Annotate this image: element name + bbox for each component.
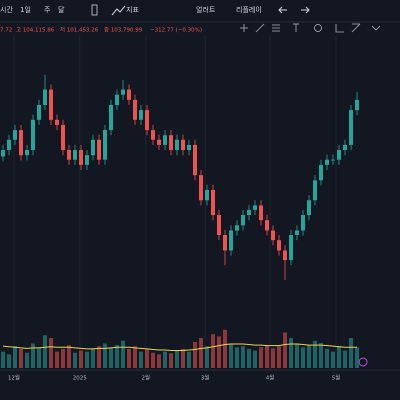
candle-body — [37, 105, 41, 120]
candle-body — [175, 139, 179, 151]
toolbar-item[interactable]: 얼러트 — [196, 5, 216, 14]
undo-icon[interactable] — [278, 6, 287, 14]
candle-body — [61, 124, 65, 151]
x-tick-label: 12월 — [8, 374, 20, 382]
candle-body — [127, 89, 131, 100]
candle-body — [235, 225, 239, 231]
candle-body — [157, 139, 161, 145]
candle-body — [307, 200, 311, 216]
candle-body — [187, 144, 191, 151]
drawing-tools — [240, 23, 381, 33]
candle-body — [49, 89, 53, 120]
candle-body — [241, 215, 245, 226]
indicator-icon[interactable] — [111, 5, 126, 16]
candle-body — [271, 230, 275, 241]
candle-body — [229, 230, 233, 251]
candle-body — [295, 230, 299, 235]
candle-body — [67, 150, 71, 160]
candle-body — [55, 119, 59, 125]
legend-change: −312.77 (−0.30%) — [150, 28, 202, 34]
legend-close: 종 103,790.99 — [104, 27, 143, 34]
candle-body — [283, 250, 287, 261]
toolbar-item[interactable]: 1일 — [20, 5, 31, 14]
candle-body — [163, 135, 167, 145]
candle-body — [259, 205, 263, 221]
candle-body — [19, 130, 23, 156]
pattern-tool[interactable] — [351, 23, 361, 33]
candle-body — [139, 110, 143, 120]
candle-body — [247, 209, 251, 216]
x-tick-label: 4월 — [266, 374, 275, 382]
shape-tool[interactable] — [314, 24, 322, 32]
candle-body — [349, 110, 353, 145]
legend-low: 저 101,453.26 — [60, 26, 99, 34]
more-tool[interactable] — [371, 25, 381, 31]
candle-body — [79, 150, 83, 165]
candle-body — [43, 89, 47, 105]
candle-body — [115, 94, 119, 105]
candle-body — [73, 150, 77, 160]
candle-body — [133, 99, 137, 120]
candle-icon[interactable] — [91, 4, 98, 16]
legend-open: 7.72 — [0, 28, 12, 34]
candle-body — [337, 150, 341, 160]
measure-tool[interactable] — [335, 24, 344, 33]
toolbar-item[interactable]: 리플레이 — [236, 5, 262, 14]
candle-body — [181, 139, 185, 151]
candle-body — [223, 235, 227, 251]
candle-body — [205, 189, 209, 201]
text-tool[interactable] — [293, 23, 299, 32]
candle-body — [7, 139, 11, 151]
candle-body — [301, 215, 305, 231]
trendline-tool[interactable] — [255, 23, 265, 33]
candle-body — [217, 215, 221, 235]
candle-body — [121, 89, 125, 95]
candle-body — [199, 175, 203, 201]
candle-body — [319, 164, 323, 181]
candle-body — [31, 119, 35, 151]
candle-body — [313, 180, 317, 201]
toolbar-item[interactable]: 지표 — [126, 5, 139, 14]
candle-body — [355, 99, 359, 111]
crosshair-tool[interactable] — [240, 24, 248, 32]
candle-body — [193, 144, 197, 176]
candle-body — [265, 220, 269, 231]
x-tick-label: 2월 — [142, 374, 151, 382]
candle-body — [277, 240, 281, 251]
toolbar — [0, 0, 400, 22]
toolbar-item[interactable]: 달 — [58, 6, 65, 14]
toolbar-item[interactable]: 주 — [44, 6, 51, 14]
legend-high: 고 104,115.86 — [16, 27, 55, 34]
fib-tool[interactable] — [272, 24, 280, 32]
replay-marker[interactable] — [358, 357, 368, 367]
candle-body — [211, 189, 215, 216]
candle-body — [25, 150, 29, 156]
candle-body — [109, 105, 113, 131]
candle-body — [151, 130, 155, 140]
candle-body — [325, 159, 329, 165]
candle-body — [253, 205, 257, 210]
volume-ma-line — [2, 343, 357, 352]
x-tick-label: 2025 — [73, 376, 87, 382]
redo-icon[interactable] — [301, 6, 310, 14]
candle-body — [91, 139, 95, 156]
candle-body — [343, 144, 347, 151]
candle-body — [97, 139, 101, 160]
candle-body — [169, 135, 173, 151]
candle-body — [1, 150, 5, 157]
candle-body — [145, 110, 149, 131]
candle-body — [13, 130, 17, 140]
plot: 12월 2025 2월 3월 4월 5월 — [1, 36, 359, 382]
candle-body — [289, 235, 293, 261]
x-tick-label: 5월 — [332, 374, 341, 382]
toolbar-item[interactable]: 시간 — [0, 5, 13, 14]
candle-body — [85, 155, 89, 165]
candle-body — [103, 130, 107, 160]
candle-body — [331, 159, 335, 161]
x-tick-label: 3월 — [201, 374, 210, 382]
